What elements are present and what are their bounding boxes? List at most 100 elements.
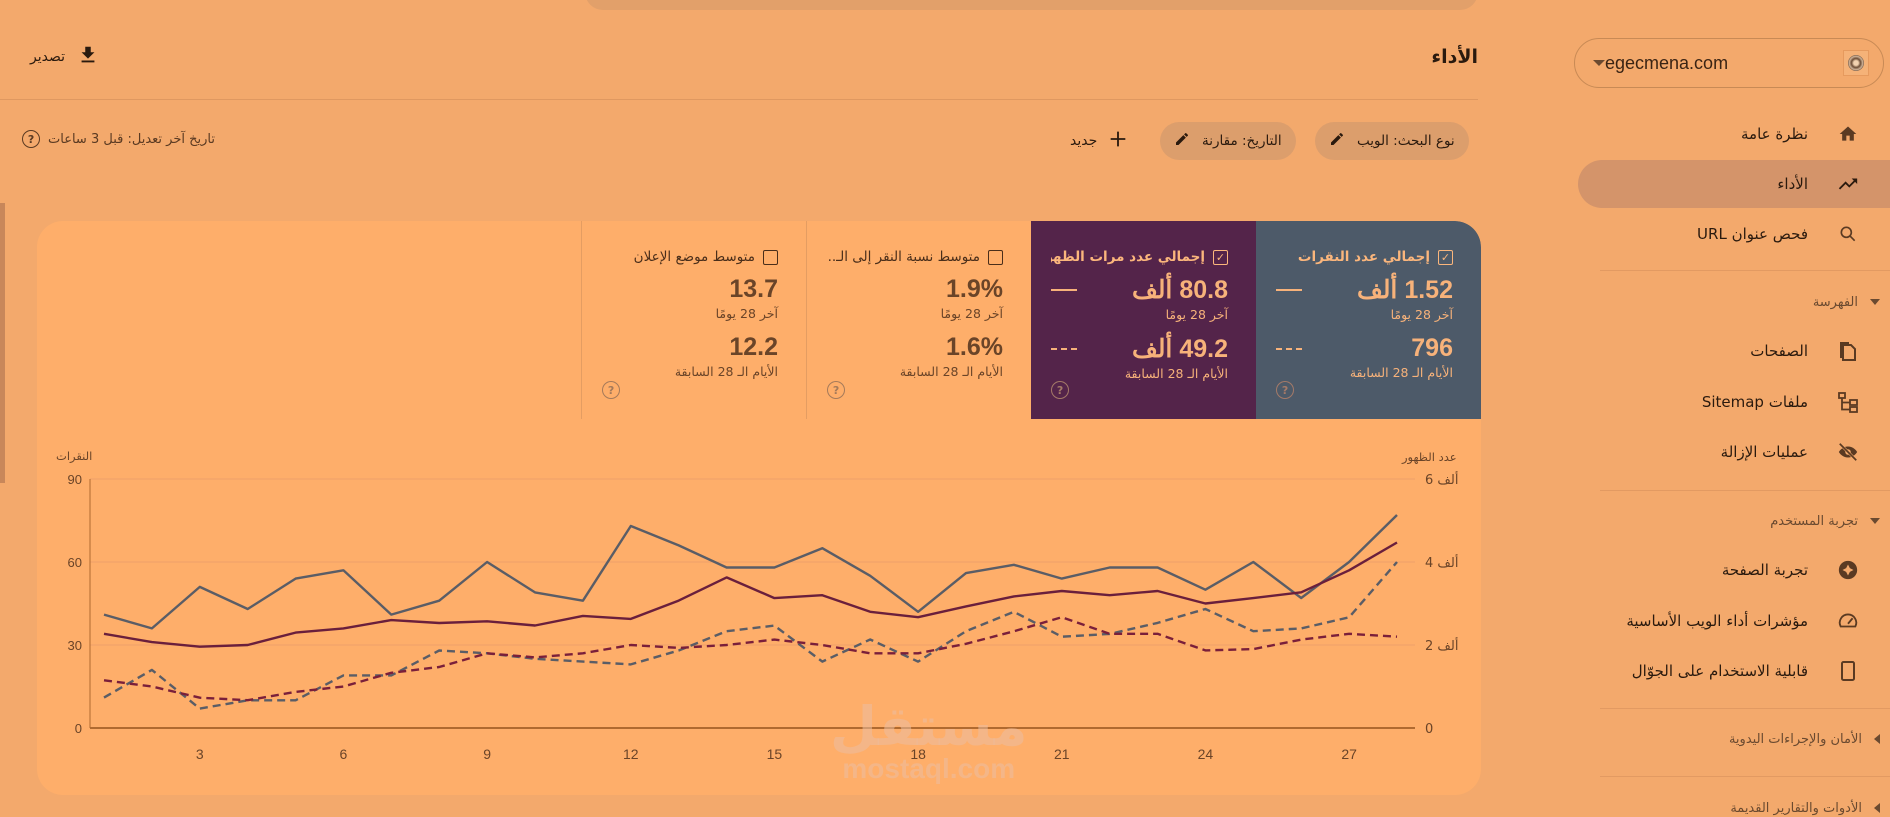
metric-previous-period: الأيام الـ 28 السابقة [1124, 366, 1228, 381]
metric-card-position[interactable]: متوسط موضع الإعلان 13.7 آخر 28 يومًا 12.… [581, 221, 806, 419]
svg-text:15: 15 [767, 746, 783, 762]
section-title: الفهرسة [1812, 294, 1858, 310]
checkbox-unchecked-icon[interactable] [763, 249, 778, 265]
pencil-icon [1329, 131, 1345, 151]
metric-current-period: آخر 28 يومًا [715, 306, 778, 321]
plus-icon [1107, 128, 1129, 154]
export-label: تصدير [30, 49, 66, 65]
sidebar-item-label: عمليات الإزالة [1720, 443, 1808, 461]
sidebar-item-label: ملفات Sitemap [1701, 393, 1808, 411]
sidebar: egecmena.com نظرة عامة الأداء فحص عنوان … [1574, 0, 1890, 817]
export-button[interactable]: تصدير [30, 44, 99, 70]
section-title: الأمان والإجراءات اليدوية [1728, 731, 1862, 747]
legend-solid-line-icon [1051, 289, 1077, 291]
sidebar-item-label: تجربة الصفحة [1721, 561, 1808, 579]
legend-dashed-line-icon [1051, 348, 1077, 350]
property-logo [1843, 50, 1869, 76]
metric-card-ctr[interactable]: متوسط نسبة النقر إلى الـ... 1.9% آخر 28 … [806, 221, 1031, 419]
metric-label: إجمالي عدد النقرات [1297, 249, 1430, 265]
svg-text:30: 30 [68, 638, 82, 653]
property-selector[interactable]: egecmena.com [1574, 38, 1884, 88]
help-icon[interactable]: ? [602, 381, 620, 399]
sidebar-item-url-inspection[interactable]: فحص عنوان URL [1575, 210, 1890, 258]
sidebar-item-removals[interactable]: عمليات الإزالة [1575, 428, 1890, 476]
svg-text:6 ألف: 6 ألف [1425, 471, 1458, 488]
metric-card-impressions[interactable]: ✓ إجمالي عدد مرات الظهو... 80.8 ألف آخر 2… [1031, 221, 1256, 419]
page-title: الأداء [1431, 46, 1478, 68]
section-title: تجربة المستخدم [1770, 513, 1858, 529]
section-title: الأدوات والتقارير القديمة [1730, 800, 1862, 816]
svg-text:3: 3 [196, 746, 204, 762]
svg-text:24: 24 [1198, 746, 1214, 762]
sidebar-item-performance[interactable]: الأداء [1578, 160, 1890, 208]
svg-text:90: 90 [68, 472, 82, 487]
metric-previous-value: 796 [1411, 334, 1453, 362]
help-icon[interactable]: ? [1276, 381, 1294, 399]
metric-label: متوسط موضع الإعلان [633, 249, 755, 265]
sitemap-icon [1836, 390, 1860, 414]
section-user-experience[interactable]: تجربة المستخدم [1590, 506, 1890, 536]
pages-icon [1836, 339, 1860, 363]
right-axis-title: عدد الظهور [1402, 450, 1457, 464]
svg-text:0: 0 [75, 721, 82, 736]
help-icon[interactable]: ? [827, 381, 845, 399]
metric-current-value: 1.9% [946, 275, 1003, 303]
new-filter-button[interactable]: جديد [1070, 128, 1129, 154]
home-icon [1836, 122, 1860, 146]
speedometer-icon [1836, 609, 1860, 633]
last-updated: تاريخ آخر تعديل: قبل 3 ساعات ? [22, 130, 215, 148]
new-label: جديد [1070, 133, 1098, 149]
divider [1600, 270, 1890, 271]
sidebar-item-pages[interactable]: الصفحات [1575, 327, 1890, 375]
sidebar-item-mobile-usability[interactable]: قابلية الاستخدام على الجوّال [1575, 647, 1890, 695]
filter-chip-search-type[interactable]: نوع البحث: الويب [1315, 122, 1469, 160]
chevron-down-icon [1593, 60, 1605, 66]
chip-label: التاريخ: مقارنة [1202, 133, 1282, 149]
trending-up-icon [1836, 172, 1860, 196]
chevron-down-icon [1870, 518, 1880, 524]
metric-previous-period: الأيام الـ 28 السابقة [1349, 365, 1453, 380]
sidebar-item-label: الصفحات [1750, 342, 1808, 360]
filter-chip-date[interactable]: التاريخ: مقارنة [1160, 122, 1296, 160]
sidebar-item-overview[interactable]: نظرة عامة [1575, 110, 1890, 158]
metric-current-period: آخر 28 يومًا [1390, 307, 1453, 322]
sidebar-item-label: قابلية الاستخدام على الجوّال [1631, 662, 1808, 680]
divider [0, 99, 1478, 100]
chevron-down-icon [1870, 299, 1880, 305]
last-updated-text: تاريخ آخر تعديل: قبل 3 ساعات [48, 131, 215, 147]
metric-card-clicks[interactable]: ✓ إجمالي عدد النقرات 1.52 ألف آخر 28 يومً… [1256, 221, 1481, 419]
scrollbar[interactable] [0, 203, 5, 483]
checkbox-checked-icon[interactable]: ✓ [1213, 249, 1228, 265]
sidebar-item-core-web-vitals[interactable]: مؤشرات أداء الويب الأساسية [1575, 597, 1890, 645]
sidebar-item-label: مؤشرات أداء الويب الأساسية [1626, 612, 1808, 630]
page-experience-icon [1836, 558, 1860, 582]
svg-text:4 ألف: 4 ألف [1425, 554, 1458, 571]
help-icon[interactable]: ? [22, 130, 40, 148]
search-bar[interactable] [585, 0, 1478, 10]
legend-solid-line-icon [1276, 289, 1302, 291]
svg-text:21: 21 [1054, 746, 1070, 762]
section-legacy-tools[interactable]: الأدوات والتقارير القديمة [1590, 793, 1890, 817]
left-axis-title: النقرات [56, 449, 93, 463]
svg-text:0: 0 [1425, 722, 1433, 737]
checkbox-unchecked-icon[interactable] [988, 249, 1003, 265]
sidebar-item-sitemaps[interactable]: ملفات Sitemap [1575, 378, 1890, 426]
metric-previous-value: 12.2 [729, 333, 778, 361]
chip-label: نوع البحث: الويب [1357, 133, 1455, 149]
checkbox-checked-icon[interactable]: ✓ [1438, 249, 1453, 265]
section-indexing[interactable]: الفهرسة [1590, 287, 1890, 317]
chevron-left-icon [1874, 734, 1880, 744]
sidebar-item-label: الأداء [1777, 175, 1808, 193]
performance-chart[interactable]: 0 30 60 90 0 2 ألف 4 ألف 6 ألف 3 6 9 12 15 18 21 24 27 [37, 221, 1481, 795]
legend-dashed-line-icon [1276, 347, 1302, 350]
svg-text:18: 18 [910, 746, 926, 762]
sidebar-item-page-experience[interactable]: تجربة الصفحة [1575, 546, 1890, 594]
svg-text:9: 9 [483, 746, 491, 762]
help-icon[interactable]: ? [1051, 381, 1069, 399]
metric-current-period: آخر 28 يومًا [940, 306, 1003, 321]
divider [1600, 490, 1890, 491]
performance-card: ✓ إجمالي عدد النقرات 1.52 ألف آخر 28 يومً… [37, 221, 1481, 795]
sidebar-item-label: نظرة عامة [1741, 125, 1808, 143]
section-security[interactable]: الأمان والإجراءات اليدوية [1590, 724, 1890, 754]
metric-previous-value: 1.6% [946, 333, 1003, 361]
